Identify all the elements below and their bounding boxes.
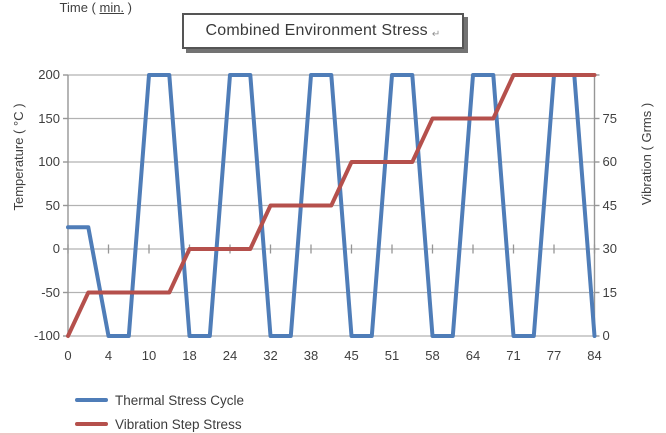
y-right-tick-label: 0 [602, 328, 610, 343]
legend-item-vibration: Vibration Step Stress [75, 412, 244, 435]
y-right-tick-label: 75 [602, 110, 617, 126]
x-tick-label: 32 [263, 348, 278, 363]
x-tick-label: 84 [587, 348, 602, 363]
y-left-tick-label: -50 [41, 284, 60, 300]
legend-label-vibration: Vibration Step Stress [115, 416, 242, 432]
x-axis-title-pre: Time ( [59, 0, 100, 15]
x-tick-label: 24 [222, 348, 238, 363]
x-tick-label: 0 [64, 348, 72, 363]
y-left-tick-label: 100 [38, 154, 60, 169]
x-tick-label: 4 [104, 348, 113, 363]
y-left-tick-label: 50 [45, 197, 60, 213]
x-tick-label: 64 [465, 348, 481, 363]
y-left-tick-label: -100 [33, 328, 60, 343]
chart-title-box: Combined Environment Stress ↵ [182, 13, 464, 49]
vibration-line-swatch-icon [75, 422, 108, 426]
x-tick-label: 71 [506, 348, 521, 363]
x-tick-label: 77 [546, 348, 562, 363]
x-tick-label: 51 [384, 348, 400, 363]
vibration-step-stress-line [66, 73, 597, 338]
x-tick-label: 58 [425, 348, 440, 363]
y-right-tick-label: 60 [602, 154, 617, 169]
thermal-stress-cycle-line [66, 73, 597, 338]
x-tick-label: 38 [303, 348, 319, 363]
y-left-tick-label: 200 [38, 67, 60, 82]
x-tick-label: 10 [141, 348, 157, 363]
legend-label-thermal: Thermal Stress Cycle [115, 392, 245, 408]
x-axis-title-min: min. [99, 0, 125, 15]
y-right-tick-label: 30 [602, 241, 617, 256]
return-mark-icon: ↵ [431, 28, 441, 40]
legend-item-thermal: Thermal Stress Cycle [75, 388, 244, 412]
x-axis-title: Time ( min. ) [0, 0, 132, 15]
bottom-edge-line [0, 433, 666, 435]
y-left-tick-label: 150 [38, 110, 60, 126]
x-tick-label: 18 [182, 348, 197, 363]
chart-title: Combined Environment Stress [205, 22, 428, 39]
y-right-tick-label: 15 [602, 284, 617, 300]
y-right-tick-label: 45 [602, 197, 617, 213]
thermal-line-swatch-icon [75, 398, 108, 402]
y-left-tick-label: 0 [52, 241, 60, 256]
x-tick-label: 45 [344, 348, 359, 363]
legend: Thermal Stress Cycle Vibration Step Stre… [75, 388, 244, 435]
x-axis-title-post: ) [124, 0, 132, 15]
